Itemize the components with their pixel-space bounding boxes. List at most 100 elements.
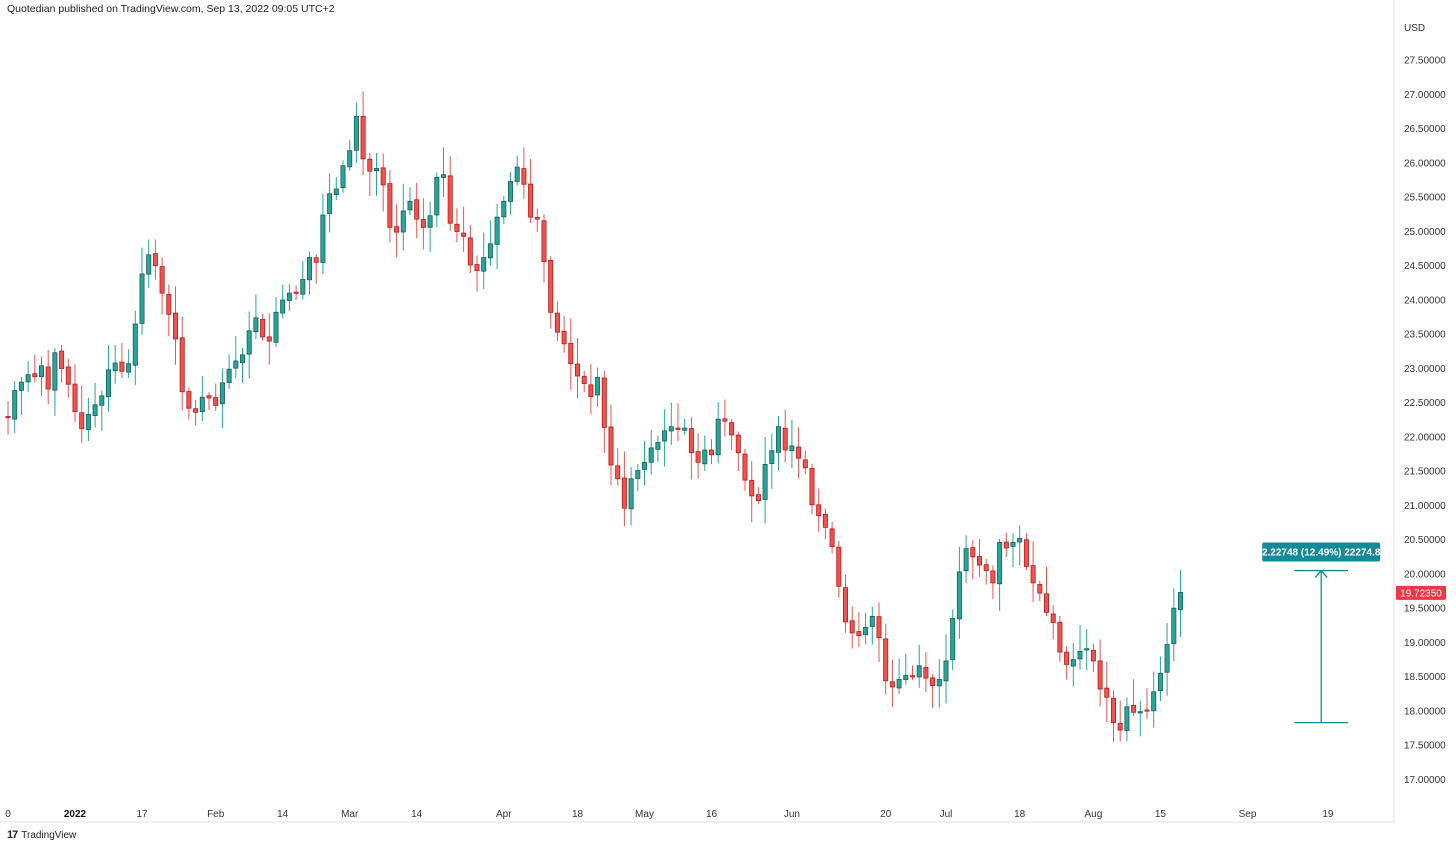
candle-body xyxy=(333,188,339,196)
time-tick-label: 18 xyxy=(1014,809,1026,820)
candle xyxy=(856,611,862,648)
candle-body xyxy=(306,257,312,281)
price-tick-label: 18.00000 xyxy=(1404,706,1446,717)
candle xyxy=(18,376,24,415)
candle-body xyxy=(521,168,527,185)
price-tick-label: 19.50000 xyxy=(1404,604,1446,615)
candle xyxy=(621,451,627,527)
price-tick-label: 17.50000 xyxy=(1404,741,1446,752)
candle xyxy=(514,155,520,186)
candle-body xyxy=(193,408,199,413)
candle xyxy=(997,538,1003,611)
candle xyxy=(72,364,78,422)
candle-body xyxy=(889,681,895,688)
candle xyxy=(79,385,85,443)
candle-body xyxy=(467,237,473,266)
candle-body xyxy=(447,175,453,224)
candle xyxy=(340,160,346,193)
candle xyxy=(1003,532,1009,558)
candle-body xyxy=(1050,613,1056,623)
candle xyxy=(1137,700,1143,737)
candle-body xyxy=(863,626,869,636)
candle-body xyxy=(206,395,212,399)
brand-name: TradingView xyxy=(21,829,77,841)
candle xyxy=(5,401,11,435)
measure-arrow-head xyxy=(1314,569,1328,578)
candle xyxy=(52,348,58,417)
candle-body xyxy=(1030,565,1036,584)
price-tick-label: 27.50000 xyxy=(1404,56,1446,67)
candle-body xyxy=(1137,711,1143,714)
candle xyxy=(226,354,232,389)
time-tick-label: 20 xyxy=(880,809,892,820)
candle-body xyxy=(621,477,627,509)
price-tick-label: 21.50000 xyxy=(1404,467,1446,478)
candle-body xyxy=(172,312,178,340)
candle xyxy=(601,370,607,453)
time-axis[interactable]: 0 2022 17 Feb 14 Mar 14 Apr 18 May 16 Jun 20 Jul 18 Aug… xyxy=(5,809,1334,820)
candle xyxy=(796,427,802,479)
candle-body xyxy=(883,638,889,682)
candle-body xyxy=(199,396,205,413)
candle xyxy=(1070,642,1076,687)
candle xyxy=(106,345,112,412)
candle-body xyxy=(635,470,641,479)
candle-body xyxy=(152,253,158,267)
candle xyxy=(829,521,835,554)
candle xyxy=(688,416,694,480)
candle xyxy=(320,193,326,274)
candle xyxy=(729,419,735,451)
candle-body xyxy=(434,176,440,216)
candle xyxy=(802,450,808,475)
candle-body xyxy=(1117,722,1123,731)
candle xyxy=(353,102,359,163)
candle-body xyxy=(494,216,500,245)
candle-body xyxy=(1131,704,1137,713)
candle-body xyxy=(5,416,11,419)
candle-body xyxy=(440,174,446,178)
candle-body xyxy=(561,330,567,345)
candle-body xyxy=(79,412,85,430)
candle xyxy=(581,370,587,393)
candle xyxy=(59,344,65,383)
measure-tool[interactable]: 2.22748 (12.49%) 22274.8 xyxy=(1262,542,1381,724)
candle-body xyxy=(132,323,138,366)
candle-body xyxy=(380,167,386,186)
candle-body xyxy=(1057,621,1063,653)
candle xyxy=(662,409,668,467)
candle-body xyxy=(360,115,366,160)
candle xyxy=(132,310,138,385)
candle xyxy=(360,91,366,175)
candle-body xyxy=(373,168,379,172)
candle-body xyxy=(1064,651,1070,665)
candle xyxy=(1171,588,1177,662)
candle xyxy=(903,653,909,685)
candle xyxy=(675,403,681,442)
candle-body xyxy=(106,369,112,398)
candle-body xyxy=(99,395,105,406)
candle-body xyxy=(1023,539,1029,567)
candle xyxy=(762,437,768,524)
candle xyxy=(876,602,882,662)
candle xyxy=(440,147,446,197)
candle-body xyxy=(729,422,735,436)
candle-body xyxy=(387,183,393,228)
candle-body xyxy=(1151,691,1157,712)
candle xyxy=(407,187,413,216)
candle xyxy=(816,488,822,532)
candle xyxy=(467,225,473,273)
price-axis[interactable]: USD 17.00000 17.50000 18.00000 18.50000 19.00… xyxy=(1396,23,1446,786)
candle xyxy=(1157,656,1163,702)
tradingview-branding[interactable]: 17 TradingView xyxy=(7,829,76,841)
candle xyxy=(836,541,842,598)
candle-body xyxy=(32,373,38,378)
candle xyxy=(1124,697,1130,742)
time-tick-label: Mar xyxy=(341,809,359,820)
candle-body xyxy=(548,260,554,313)
candle-body xyxy=(59,350,65,369)
price-tick-label: 20.50000 xyxy=(1404,535,1446,546)
candle xyxy=(561,316,567,353)
candle-body xyxy=(849,620,855,634)
candle xyxy=(648,429,654,475)
